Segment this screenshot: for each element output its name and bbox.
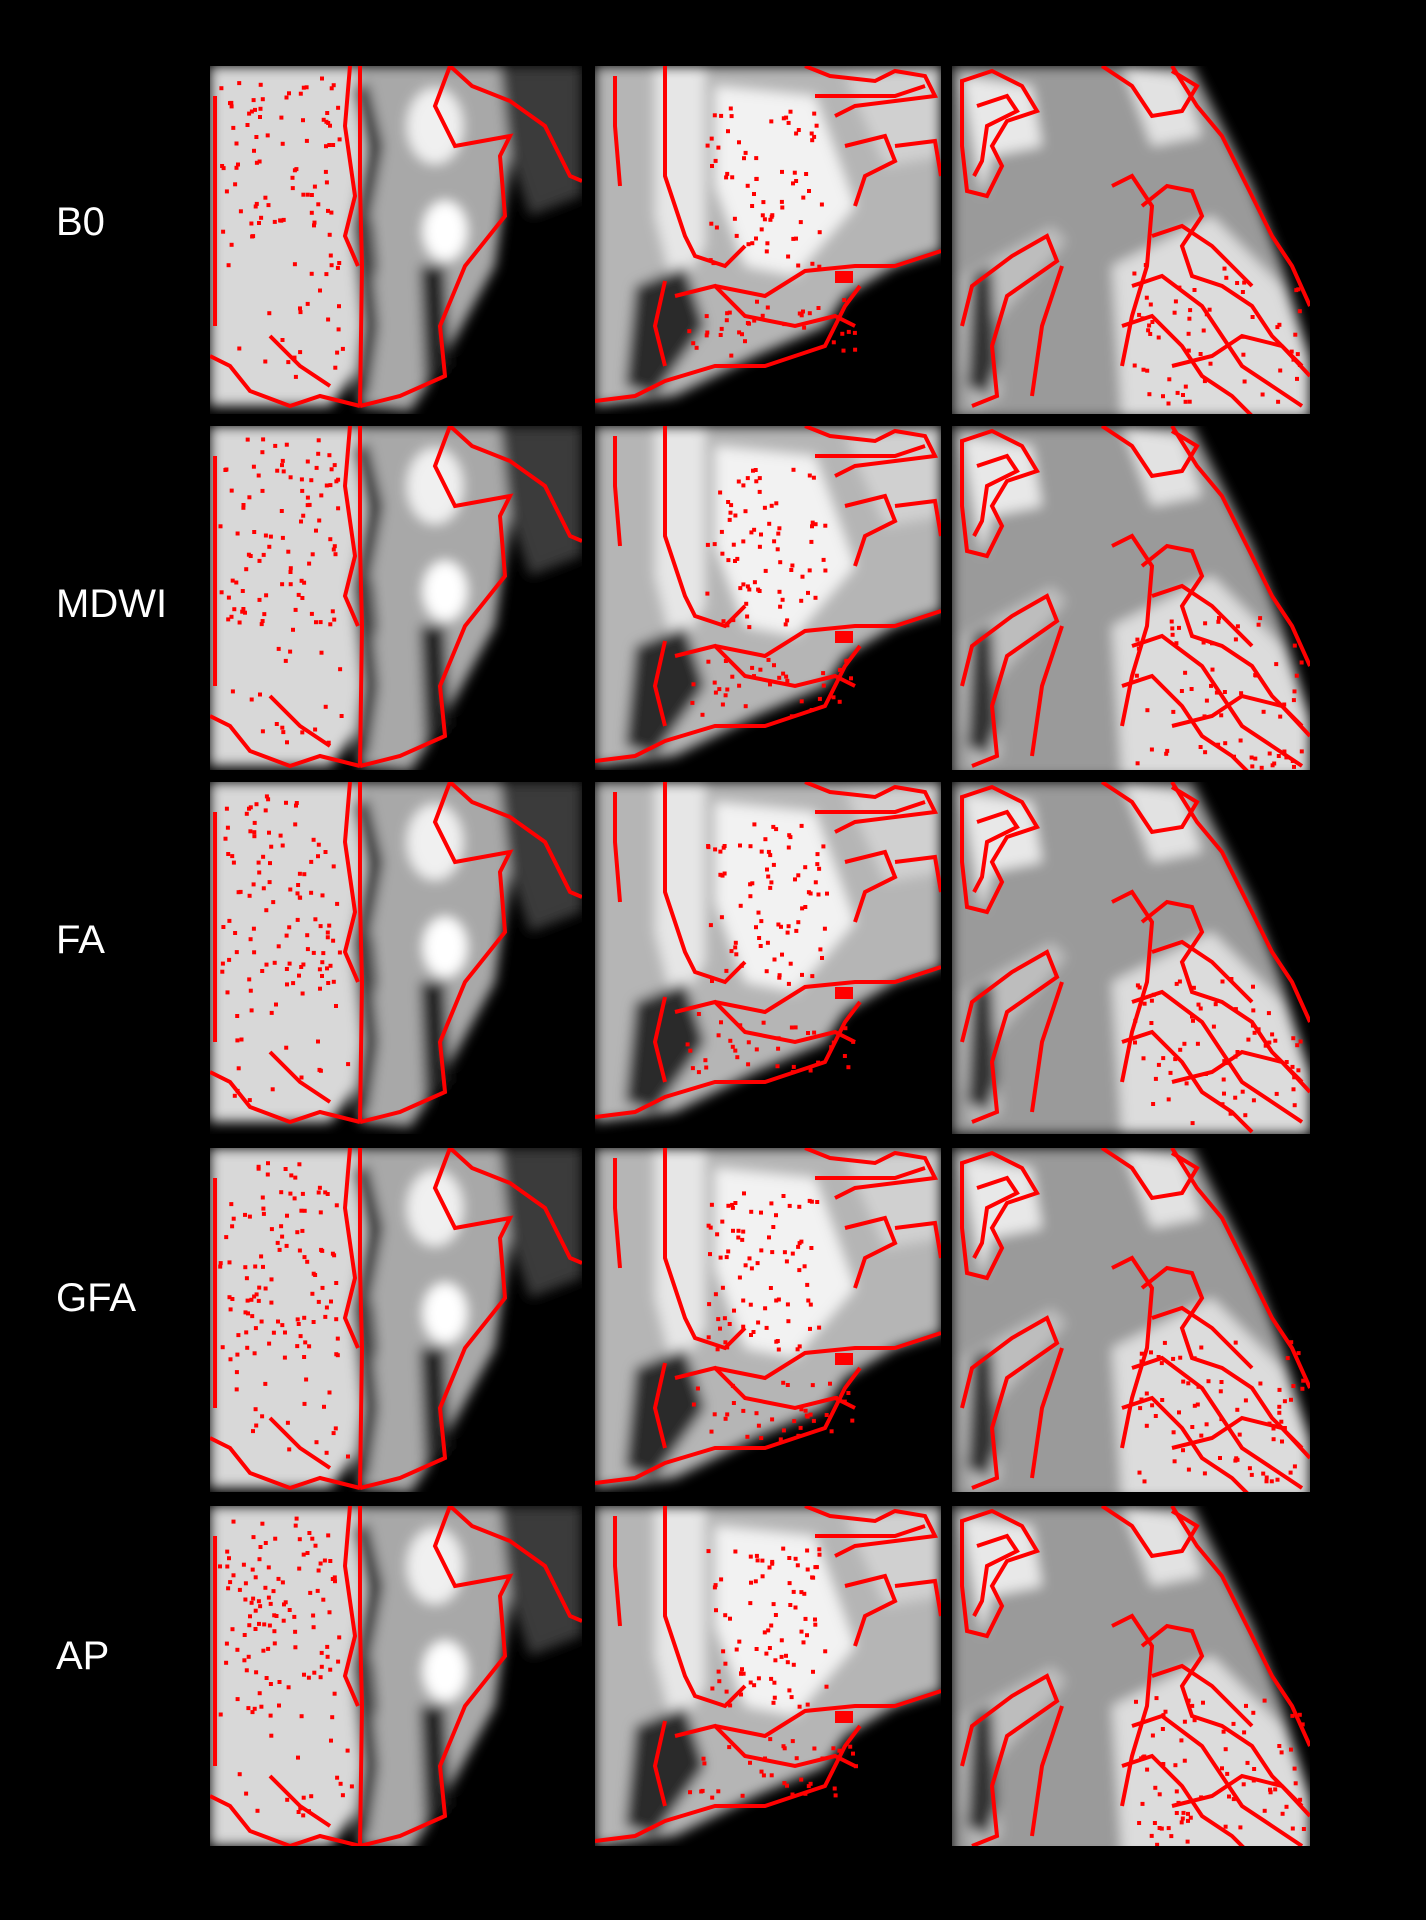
panel-mdwi-sagittal-crop [595, 426, 941, 770]
row-label-ap: AP [56, 1634, 110, 1678]
panel-ap-sagittal-crop [595, 1506, 941, 1846]
mri-slice-with-contour-overlay [595, 1506, 941, 1846]
mri-slice-with-contour-overlay [210, 66, 582, 414]
mri-slice-with-contour-overlay [952, 1148, 1310, 1492]
panel-ap-cortex-crop [952, 1506, 1310, 1846]
mri-slice-with-contour-overlay [595, 782, 941, 1126]
row-label-mdwi: MDWI [56, 582, 168, 626]
panel-ap-coronal-crop [210, 1506, 582, 1846]
panel-fa-coronal-crop [210, 782, 582, 1134]
panel-mdwi-cortex-crop [952, 426, 1310, 770]
panel-fa-sagittal-crop [595, 782, 941, 1134]
panel-b0-cortex-crop [952, 66, 1310, 414]
mri-slice-with-contour-overlay [210, 1148, 582, 1492]
mri-slice-with-contour-overlay [952, 426, 1310, 770]
mri-slice-with-contour-overlay [952, 1506, 1310, 1846]
row-label-gfa: GFA [56, 1276, 137, 1320]
row-label-fa: FA [56, 918, 105, 962]
mri-slice-with-contour-overlay [952, 66, 1310, 414]
panel-mdwi-coronal-crop [210, 426, 582, 770]
panel-b0-coronal-crop [210, 66, 582, 414]
mri-slice-with-contour-overlay [952, 782, 1310, 1134]
mri-slice-with-contour-overlay [595, 1148, 941, 1492]
mri-slice-with-contour-overlay [595, 426, 941, 770]
panel-b0-sagittal-crop [595, 66, 941, 414]
panel-fa-cortex-crop [952, 782, 1310, 1134]
mri-slice-with-contour-overlay [595, 66, 941, 410]
panel-gfa-coronal-crop [210, 1148, 582, 1492]
panel-gfa-cortex-crop [952, 1148, 1310, 1492]
row-label-b0: B0 [56, 200, 105, 244]
mri-slice-with-contour-overlay [210, 782, 582, 1130]
mri-slice-with-contour-overlay [210, 426, 582, 770]
mri-slice-with-contour-overlay [210, 1506, 582, 1846]
panel-gfa-sagittal-crop [595, 1148, 941, 1492]
